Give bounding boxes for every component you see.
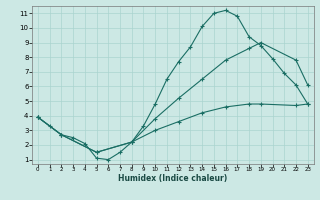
X-axis label: Humidex (Indice chaleur): Humidex (Indice chaleur)	[118, 174, 228, 183]
